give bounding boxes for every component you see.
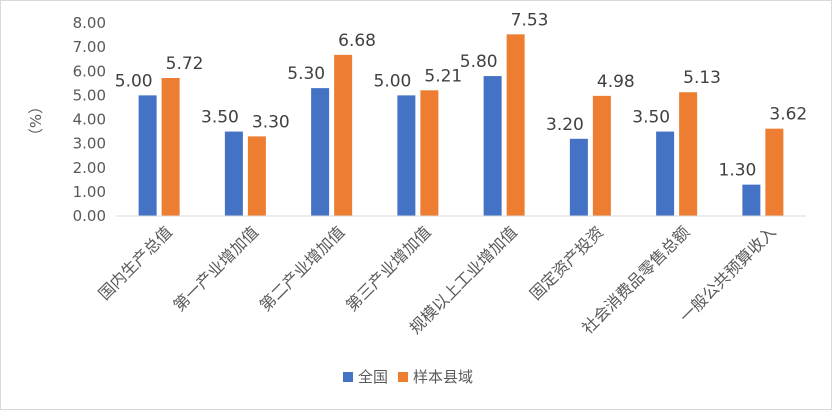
data-label: 5.13 xyxy=(683,68,721,88)
y-tick-label: 6.00 xyxy=(73,62,106,80)
y-tick-label: 3.00 xyxy=(73,135,106,153)
category-label: 第三产业增加值 xyxy=(342,222,435,315)
data-label: 7.53 xyxy=(511,10,549,30)
data-label: 3.62 xyxy=(769,105,807,125)
y-tick-label: 8.00 xyxy=(73,14,106,32)
data-label: 5.80 xyxy=(460,52,498,72)
bar-county-5 xyxy=(506,34,525,217)
category-label: 第二产业增加值 xyxy=(256,222,349,315)
legend-swatch-national xyxy=(343,372,353,382)
bar-national-6 xyxy=(569,138,588,216)
y-tick-label: 2.00 xyxy=(73,159,106,177)
data-label: 5.72 xyxy=(166,54,204,74)
y-tick-label: 4.00 xyxy=(73,111,106,129)
y-tick-label: 5.00 xyxy=(73,86,106,104)
bar-county-1 xyxy=(161,78,180,216)
category-label: 一般公共预算收入 xyxy=(676,222,780,326)
bar-county-8 xyxy=(765,128,784,216)
bar-county-7 xyxy=(679,92,698,216)
data-label: 5.00 xyxy=(374,71,412,91)
category-label: 国内生产总值 xyxy=(95,222,176,303)
bar-national-4 xyxy=(397,95,416,216)
bar-county-4 xyxy=(420,90,439,216)
data-label: 4.98 xyxy=(597,72,635,92)
bar-county-3 xyxy=(334,54,353,216)
category-label: 固定资产投资 xyxy=(526,222,607,303)
legend-label: 样本县域 xyxy=(413,368,473,386)
bars xyxy=(138,34,784,217)
bar-county-6 xyxy=(592,95,611,216)
legend-swatch-county xyxy=(398,372,409,382)
data-label: 3.20 xyxy=(546,115,584,135)
category-label: 第一产业增加值 xyxy=(170,222,263,315)
data-label: 6.68 xyxy=(338,31,376,51)
data-label: 3.30 xyxy=(252,112,290,132)
bar-national-2 xyxy=(224,131,243,216)
data-labels: 5.00 5.72 3.50 3.30 5.30 6.68 5.00 5.215.80 7.53… xyxy=(115,10,807,180)
legend-label: 全国 xyxy=(358,368,388,386)
y-axis-label: （%） xyxy=(27,99,45,143)
data-label: 1.30 xyxy=(719,161,757,181)
y-tick-label: 7.00 xyxy=(73,38,106,56)
legend: 全国 样本县域 xyxy=(343,368,473,386)
data-label: 5.00 xyxy=(115,71,153,91)
y-tick-label: 0.00 xyxy=(73,207,106,225)
data-label: 5.30 xyxy=(287,64,325,84)
bar-national-1 xyxy=(138,95,157,216)
bar-national-5 xyxy=(483,76,502,216)
bar-national-3 xyxy=(311,88,330,216)
y-axis-ticks: 0.00 1.00 2.00 3.00 4.00 5.00 6.00 7.00 8.00 xyxy=(73,14,106,225)
bar-county-2 xyxy=(247,136,266,216)
data-label: 5.21 xyxy=(424,66,462,86)
data-label: 3.50 xyxy=(201,108,239,128)
bar-national-7 xyxy=(656,131,675,216)
bar-national-8 xyxy=(742,184,761,216)
data-label: 3.50 xyxy=(632,108,670,128)
y-tick-label: 1.00 xyxy=(73,183,106,201)
